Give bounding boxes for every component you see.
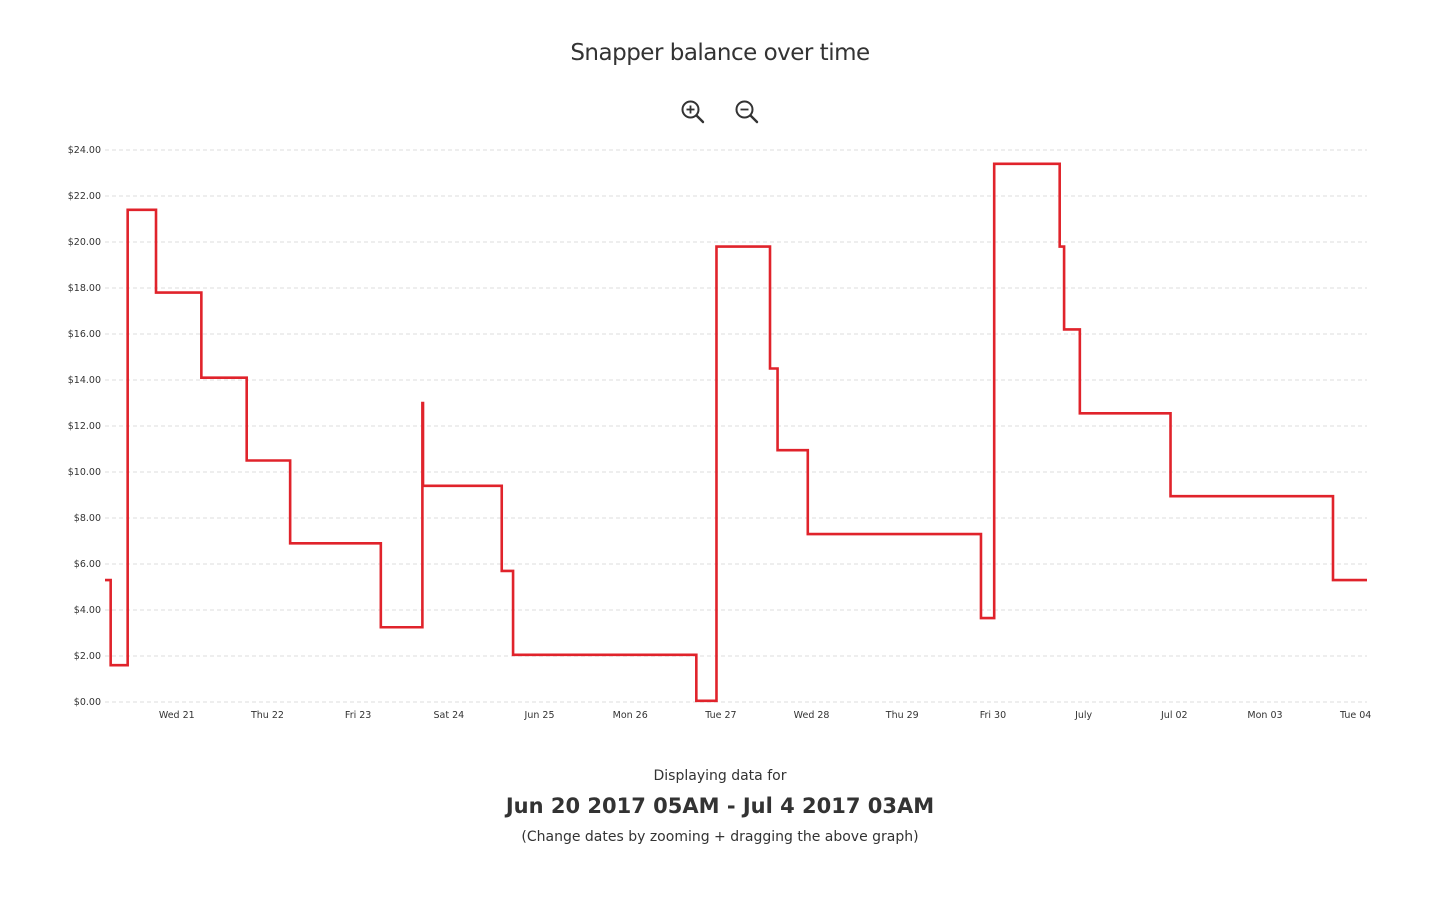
x-tick-label: Thu 22: [250, 710, 284, 721]
zoom-out-icon: [735, 100, 759, 124]
balance-chart[interactable]: $0.00 $2.00 $4.00 $6.00 $8.00 $10.00 $12.00 $14…: [0, 0, 1440, 740]
x-tick-label: Thu 29: [885, 710, 919, 721]
y-tick-label: $16.00: [68, 329, 101, 340]
range-hint: (Change dates by zooming + dragging the …: [521, 829, 919, 845]
y-tick-label: $2.00: [74, 651, 101, 662]
balance-series-line: [105, 162, 1367, 703]
x-tick-label: Tue 27: [704, 710, 736, 721]
y-tick-label: $10.00: [68, 467, 101, 478]
x-tick-label: Fri 23: [345, 710, 371, 721]
y-tick-label: $8.00: [74, 513, 101, 524]
zoom-out-button[interactable]: [731, 96, 763, 128]
y-tick-label: $6.00: [74, 559, 101, 570]
x-tick-label: Mon 26: [613, 710, 648, 721]
x-tick-label: Mon 03: [1247, 710, 1282, 721]
y-tick-label: $20.00: [68, 237, 101, 248]
date-range: Jun 20 2017 05AM - Jul 4 2017 03AM: [505, 794, 935, 818]
range-caption: Displaying data for: [653, 768, 787, 784]
x-tick-label: Sat 24: [433, 710, 464, 721]
y-tick-label: $4.00: [74, 605, 101, 616]
y-tick-label: $24.00: [68, 145, 101, 156]
y-tick-label: $0.00: [74, 697, 101, 708]
y-tick-label: $22.00: [68, 191, 101, 202]
x-tick-label: Tue 04: [1339, 710, 1371, 721]
x-tick-label: Jul 02: [1160, 710, 1188, 721]
y-tick-label: $14.00: [68, 375, 101, 386]
chart-title: Snapper balance over time: [570, 40, 870, 66]
x-tick-label: Fri 30: [980, 710, 1006, 721]
x-tick-label: Wed 21: [159, 710, 195, 721]
x-tick-label: Jun 25: [524, 710, 555, 721]
y-tick-label: $12.00: [68, 421, 101, 432]
zoom-in-button[interactable]: [677, 96, 709, 128]
zoom-in-icon: [681, 100, 705, 124]
zoom-toolbar: [0, 96, 1440, 128]
y-tick-label: $18.00: [68, 283, 101, 294]
x-tick-label: July: [1074, 710, 1092, 721]
x-tick-label: Wed 28: [794, 710, 830, 721]
